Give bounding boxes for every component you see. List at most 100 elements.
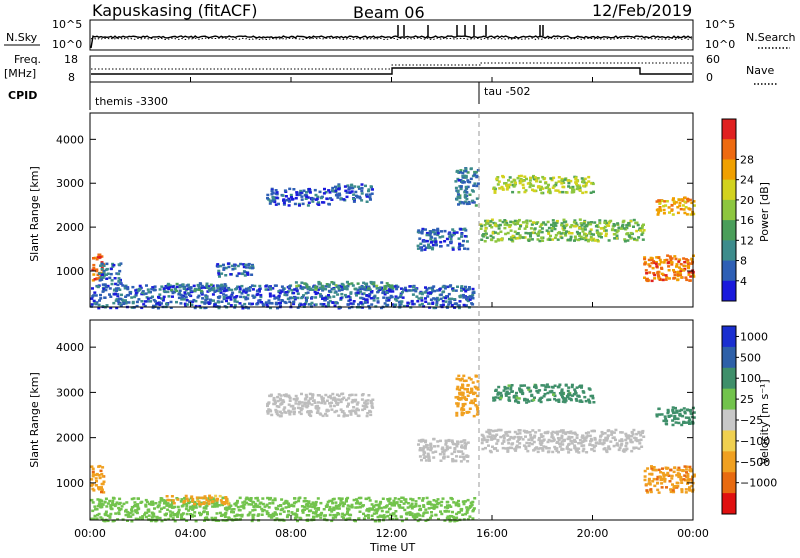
heatmap-cell	[427, 286, 431, 290]
heatmap-cell	[541, 439, 545, 442]
heatmap-cell	[600, 227, 604, 230]
heatmap-cell	[637, 439, 641, 442]
heatmap-cell	[396, 285, 400, 289]
heatmap-cell	[421, 514, 425, 518]
heatmap-cell	[518, 387, 522, 390]
heatmap-cell	[541, 435, 545, 438]
heatmap-cell	[321, 297, 324, 300]
heatmap-cell	[673, 255, 677, 258]
heatmap-cell	[259, 295, 263, 299]
heatmap-cell	[505, 391, 509, 395]
heatmap-cell	[293, 497, 296, 500]
heatmap-cell	[578, 232, 581, 235]
heatmap-cell	[526, 449, 530, 453]
heatmap-cell	[284, 499, 288, 503]
heatmap-cell	[360, 192, 364, 195]
heatmap-cell	[98, 488, 101, 491]
heatmap-cell	[494, 231, 497, 234]
heatmap-cell	[273, 511, 277, 514]
heatmap-cell	[566, 179, 570, 182]
heatmap-cell	[409, 512, 413, 516]
cpid-strip: CPID themis -3300 tau -502	[8, 82, 531, 110]
heatmap-cell	[359, 496, 363, 500]
heatmap-cell	[133, 295, 137, 299]
heatmap-cell	[518, 236, 521, 240]
heatmap-cell	[346, 511, 349, 514]
heatmap-cell	[531, 429, 535, 432]
heatmap-cell	[220, 286, 224, 289]
heatmap-cell	[355, 403, 359, 406]
heatmap-cell	[454, 396, 458, 399]
heatmap-cell	[462, 408, 466, 411]
heatmap-cell	[583, 395, 587, 399]
heatmap-cell	[278, 410, 282, 414]
heatmap-cell	[249, 286, 252, 289]
heatmap-cell	[374, 500, 378, 503]
heatmap-cell	[338, 194, 342, 197]
heatmap-cell	[459, 169, 463, 172]
heatmap-cell	[664, 274, 668, 277]
heatmap-cell	[388, 288, 392, 292]
heatmap-cell	[458, 391, 462, 395]
heatmap-cell	[358, 196, 362, 200]
heatmap-cell	[657, 256, 661, 259]
heatmap-cell	[663, 415, 667, 418]
heatmap-cell	[128, 511, 132, 515]
heatmap-cell	[140, 300, 144, 303]
heatmap-cell	[128, 291, 132, 294]
heatmap-cell	[658, 263, 662, 266]
heatmap-cell	[98, 498, 102, 502]
heatmap-cell	[225, 500, 228, 503]
heatmap-cell	[119, 281, 123, 284]
heatmap-cell	[643, 262, 647, 265]
heatmap-cell	[292, 291, 296, 295]
heatmap-cell	[546, 220, 550, 224]
heatmap-cell	[142, 303, 146, 306]
heatmap-cell	[665, 419, 669, 423]
heatmap-cell	[385, 289, 389, 292]
heatmap-cell	[556, 385, 560, 389]
heatmap-cell	[569, 439, 573, 443]
heatmap-cell	[490, 438, 494, 441]
heatmap-cell	[532, 436, 536, 439]
heatmap-cell	[304, 197, 308, 200]
heatmap-cell	[441, 290, 445, 294]
cpid-segment-themis: themis -3300	[95, 95, 168, 108]
heatmap-cell	[444, 443, 448, 446]
heatmap-cell	[325, 399, 329, 402]
heatmap-cell	[412, 302, 416, 306]
heatmap-cell	[559, 232, 563, 235]
heatmap-cell	[659, 471, 663, 474]
heatmap-cell	[469, 501, 473, 505]
heatmap-cell	[307, 201, 311, 204]
heatmap-cell	[111, 519, 115, 523]
heatmap-cell	[115, 289, 119, 293]
heatmap-cell	[233, 514, 237, 518]
noise-panel-frame	[89, 19, 694, 51]
heatmap-cell	[156, 307, 160, 310]
heatmap-cell	[335, 393, 339, 396]
heatmap-cell	[278, 291, 282, 295]
heatmap-cell	[278, 414, 282, 418]
heatmap-cell	[349, 412, 353, 415]
heatmap-cell	[451, 510, 454, 514]
heatmap-cell	[360, 393, 364, 397]
heatmap-cell	[190, 513, 194, 517]
heatmap-cell	[301, 287, 305, 291]
heatmap-cell	[517, 174, 521, 178]
heatmap-cell	[445, 504, 449, 507]
heatmap-cell	[419, 242, 423, 246]
heatmap-cell	[217, 296, 221, 300]
heatmap-cell	[660, 478, 663, 482]
heatmap-cell	[692, 200, 696, 203]
heatmap-cell	[225, 299, 228, 303]
heatmap-cell	[306, 204, 310, 207]
heatmap-cell	[564, 191, 568, 194]
heatmap-cell	[510, 390, 514, 393]
heatmap-cell	[524, 435, 527, 438]
heatmap-cell	[217, 306, 221, 310]
heatmap-cell	[443, 229, 447, 233]
heatmap-cell	[194, 304, 198, 308]
heatmap-cell	[294, 402, 298, 405]
freq-label: Freq.	[14, 53, 41, 66]
